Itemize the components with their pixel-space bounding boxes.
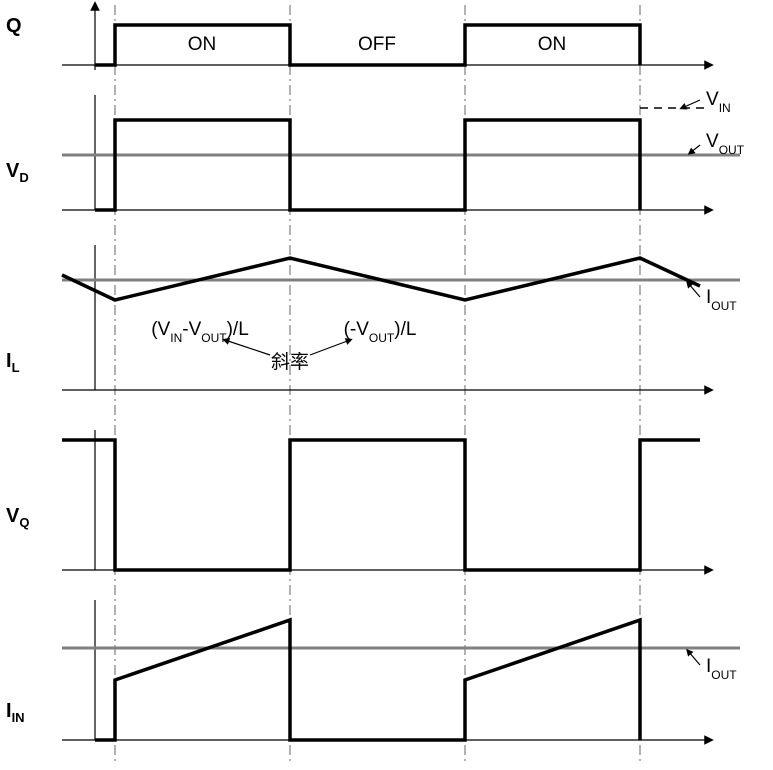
timing-diagram: Q VD IL VQ IIN ON OFF ON VIN bbox=[0, 0, 773, 770]
slope-label: 斜率 bbox=[271, 351, 309, 373]
text-on-1: ON bbox=[188, 34, 217, 55]
waveform-IIN bbox=[95, 620, 640, 740]
waveform-svg: ON OFF ON VIN VOUT (VIN-VOUT)/L (-VOUT)/… bbox=[0, 0, 773, 770]
vout-arrow bbox=[690, 145, 700, 153]
vin-arrow bbox=[682, 100, 700, 108]
label-IL: IL bbox=[6, 350, 20, 375]
slope2-text: (-VOUT)/L bbox=[344, 319, 417, 345]
row-IL: (VIN-VOUT)/L (-VOUT)/L 斜率 IOUT bbox=[62, 245, 740, 390]
row-Q: ON OFF ON bbox=[62, 5, 710, 70]
row-VQ bbox=[62, 430, 710, 570]
waveform-VD bbox=[95, 120, 640, 210]
label-VQ: VQ bbox=[6, 505, 29, 530]
row-VD: VIN VOUT bbox=[62, 89, 745, 210]
waveform-VQ bbox=[62, 440, 700, 570]
slope-arrow-2 bbox=[310, 340, 350, 355]
iout-label-IIN: IOUT bbox=[706, 656, 737, 682]
iout-arrow-IIN bbox=[688, 651, 700, 665]
iout-label-IL: IOUT bbox=[706, 287, 737, 313]
text-on-2: ON bbox=[538, 34, 567, 55]
slope1-text: (VIN-VOUT)/L bbox=[151, 319, 249, 345]
label-Q: Q bbox=[6, 15, 22, 38]
vout-label: VOUT bbox=[706, 131, 745, 157]
text-off: OFF bbox=[358, 34, 396, 55]
label-IIN: IIN bbox=[6, 700, 25, 725]
slope-arrow-1 bbox=[225, 340, 270, 355]
label-VD: VD bbox=[6, 160, 29, 185]
vin-label: VIN bbox=[706, 89, 731, 115]
row-IIN: IOUT bbox=[62, 600, 740, 740]
